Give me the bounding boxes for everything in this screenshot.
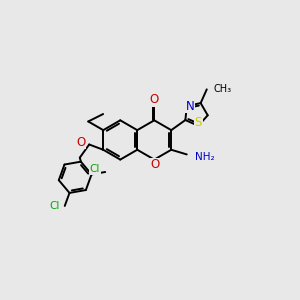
- Text: Cl: Cl: [90, 164, 100, 174]
- Text: O: O: [76, 136, 86, 149]
- Text: O: O: [150, 94, 159, 106]
- Text: Cl: Cl: [49, 201, 60, 211]
- Text: O: O: [151, 158, 160, 171]
- Text: CH₃: CH₃: [213, 84, 231, 94]
- Text: S: S: [195, 116, 202, 129]
- Text: N: N: [186, 100, 195, 112]
- Text: NH₂: NH₂: [195, 152, 214, 162]
